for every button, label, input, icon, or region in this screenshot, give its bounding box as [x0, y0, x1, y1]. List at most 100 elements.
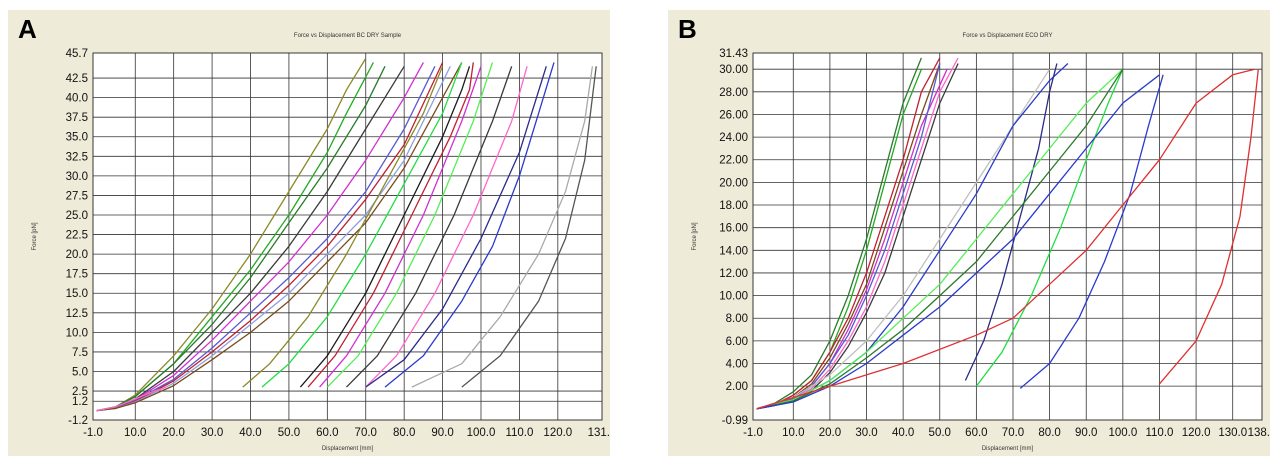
series-line-1: [756, 57, 923, 410]
chart-title: Force vs Displacement BC DRY Sample: [294, 33, 402, 39]
series-line-10: [96, 386, 167, 412]
series-line-21: [411, 66, 594, 388]
grid: [92, 52, 603, 421]
series-line-9: [96, 62, 463, 412]
x-tick-label: -1.0: [743, 427, 763, 439]
x-tick-label: 40.0: [892, 427, 914, 439]
y-tick-label: 24.00: [719, 132, 748, 144]
x-tick-label: 60.0: [316, 427, 338, 439]
panel-letter-b: B: [678, 14, 697, 44]
y-tick-label: 20.00: [719, 177, 748, 189]
y-tick-label: 15.0: [66, 288, 88, 300]
y-tick-label: 18.00: [719, 200, 748, 212]
x-axis-label: Displacement [mm]: [982, 446, 1034, 452]
x-tick-label: 120.0: [1182, 427, 1211, 439]
series-line-5: [756, 68, 948, 410]
x-tick-label: 138.0: [1248, 427, 1270, 439]
series-line-17: [756, 68, 1255, 410]
series-line-3: [96, 66, 386, 412]
series-line-19: [384, 62, 555, 388]
x-tick-label: 30.0: [855, 427, 877, 439]
y-tick-label: 45.7: [66, 48, 88, 60]
series-line-18: [1159, 69, 1259, 385]
y-tick-label: 35.0: [66, 132, 88, 144]
x-tick-label: 20.0: [819, 427, 841, 439]
y-tick-label: 16.00: [719, 223, 748, 235]
y-tick-label: 28.00: [719, 87, 748, 99]
series-line-13: [299, 66, 471, 388]
panel-letter-a: A: [18, 14, 37, 44]
y-tick-label: 40.0: [66, 93, 88, 105]
x-tick-label: -1.0: [83, 427, 103, 439]
y-axis-label: Force [pN]: [692, 222, 698, 250]
y-tick-label: 37.5: [66, 112, 88, 124]
y-axis-label: Force [pN]: [32, 222, 38, 250]
series-line-11: [964, 63, 1058, 381]
series-line-3: [756, 57, 941, 410]
x-tick-label: 131.5: [588, 427, 610, 439]
x-tick-label: 20.0: [162, 427, 184, 439]
y-tick-label: 2.00: [726, 381, 748, 393]
y-tick-label: 4.00: [726, 359, 748, 371]
x-tick-label: 50.0: [929, 427, 951, 439]
series-line-13: [975, 68, 1124, 387]
x-tick-label: 50.0: [278, 427, 300, 439]
chart-title: Force vs Displacement ECO DRY: [963, 33, 1053, 39]
x-tick-label: 110.0: [1145, 427, 1173, 439]
y-tick-label: 26.00: [719, 109, 748, 121]
series-line-14: [307, 62, 474, 388]
series-line-15: [756, 74, 1160, 410]
x-tick-label: 40.0: [239, 427, 261, 439]
y-tick-label: 12.00: [719, 268, 748, 280]
x-tick-label: 10.0: [124, 427, 146, 439]
y-tick-label: 2.5: [72, 386, 88, 398]
series-line-6: [96, 66, 436, 412]
x-tick-label: 10.0: [782, 427, 804, 439]
y-tick-label: 27.5: [66, 190, 88, 202]
y-tick-label: 31.43: [719, 48, 748, 60]
x-tick-label: 30.0: [201, 427, 223, 439]
x-tick-label: 70.0: [1002, 427, 1024, 439]
series-line-11: [242, 66, 444, 388]
series-line-22: [461, 66, 597, 388]
chart-panel-b: B -1.0 10.0 20.0 30.0 40.0 50.0 60.0 70.0 80.0 90…: [668, 10, 1270, 456]
chart-a-svg: -1.0 10.0 20.0 30.0 40.0 50.0 60.0 70.0 80.0 90.0…: [32, 33, 610, 452]
series-group: [96, 58, 597, 412]
y-tick-label: 22.00: [719, 155, 748, 167]
x-tick-label: 100.0: [1108, 427, 1137, 439]
x-tick-label: 80.0: [1038, 427, 1060, 439]
x-tick-label: 90.0: [431, 427, 453, 439]
x-tick-label: 130.0: [1218, 427, 1247, 439]
series-line-1: [96, 58, 367, 412]
x-tick-label: 60.0: [965, 427, 987, 439]
y-tick-label: 8.00: [726, 313, 748, 325]
y-tick-label: 7.5: [72, 347, 88, 359]
y-tick-label: 12.5: [66, 308, 88, 320]
series-line-16: [326, 62, 494, 388]
series-line-15: [319, 66, 482, 388]
x-tick-label: 80.0: [393, 427, 415, 439]
series-line-20: [365, 66, 547, 388]
y-tick-label: 6.00: [726, 336, 748, 348]
y-tick-label: -1.2: [68, 415, 88, 427]
y-tick-label: 22.5: [66, 230, 88, 242]
y-tick-label: 42.5: [66, 73, 88, 85]
series-line-17: [346, 66, 513, 388]
y-tick-label: 14.00: [719, 245, 748, 257]
y-tick-label: 30.0: [66, 171, 88, 183]
plot-area: [92, 52, 603, 421]
chart-panel-a: A -1.0 10.0 20.0 30.0 40.0 50.0 60.0 70.0 80.0 90…: [8, 10, 610, 456]
y-tick-label: 5.0: [72, 366, 88, 378]
y-tick-label: 25.0: [66, 210, 88, 222]
y-tick-label: -0.99: [722, 415, 748, 427]
series-group: [756, 57, 1259, 410]
y-tick-label: 32.5: [66, 151, 88, 163]
x-axis-label: Displacement [mm]: [322, 446, 374, 452]
x-tick-label: 110.0: [505, 427, 533, 439]
y-tick-label: 10.0: [66, 327, 88, 339]
y-tick-label: 1.2: [72, 396, 88, 408]
x-tick-label: 100.0: [467, 427, 496, 439]
series-line-12: [261, 62, 463, 388]
series-line-16: [1019, 74, 1164, 389]
y-tick-label: 20.0: [66, 249, 88, 261]
